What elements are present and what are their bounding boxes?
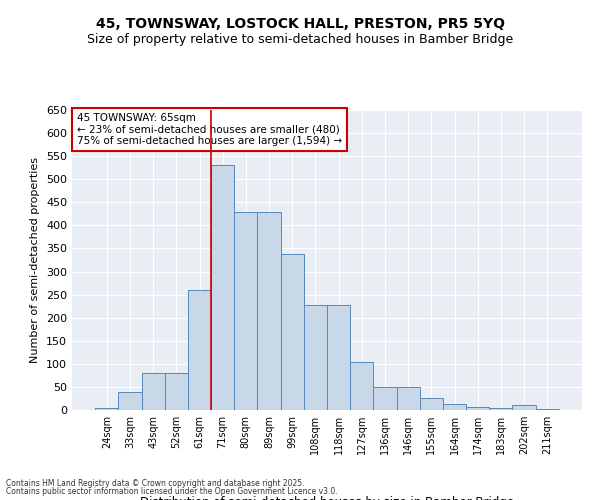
Bar: [118, 392, 142, 410]
Y-axis label: Number of semi-detached properties: Number of semi-detached properties: [31, 157, 40, 363]
Bar: [466, 407, 489, 410]
Bar: [142, 373, 165, 410]
Bar: [512, 406, 536, 410]
Bar: [304, 305, 327, 410]
Text: 45, TOWNSWAY, LOSTOCK HALL, PRESTON, PR5 5YQ: 45, TOWNSWAY, LOSTOCK HALL, PRESTON, PR5…: [95, 18, 505, 32]
Bar: [420, 398, 443, 410]
Bar: [165, 373, 188, 410]
Bar: [443, 404, 466, 410]
Text: Size of property relative to semi-detached houses in Bamber Bridge: Size of property relative to semi-detach…: [87, 32, 513, 46]
Bar: [95, 408, 118, 410]
Bar: [257, 212, 281, 410]
Bar: [489, 408, 512, 410]
Bar: [373, 387, 397, 410]
Text: Contains public sector information licensed under the Open Government Licence v3: Contains public sector information licen…: [6, 487, 338, 496]
Bar: [397, 387, 420, 410]
Bar: [188, 290, 211, 410]
Text: Contains HM Land Registry data © Crown copyright and database right 2025.: Contains HM Land Registry data © Crown c…: [6, 478, 305, 488]
Bar: [327, 305, 350, 410]
Bar: [536, 409, 559, 410]
Bar: [234, 212, 257, 410]
Bar: [281, 254, 304, 410]
Bar: [211, 166, 234, 410]
Bar: [350, 362, 373, 410]
Text: 45 TOWNSWAY: 65sqm
← 23% of semi-detached houses are smaller (480)
75% of semi-d: 45 TOWNSWAY: 65sqm ← 23% of semi-detache…: [77, 113, 342, 146]
X-axis label: Distribution of semi-detached houses by size in Bamber Bridge: Distribution of semi-detached houses by …: [140, 496, 514, 500]
